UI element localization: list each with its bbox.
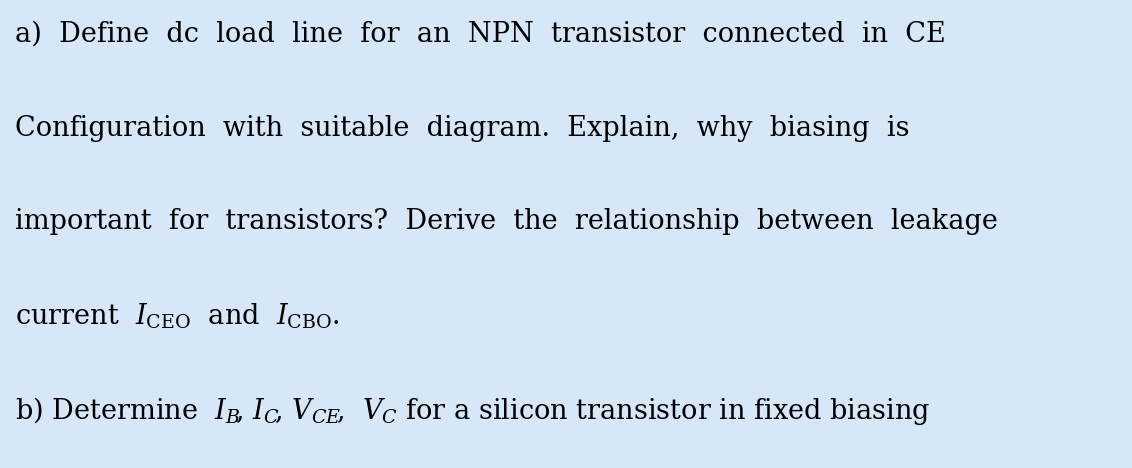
Text: important  for  transistors?  Derive  the  relationship  between  leakage: important for transistors? Derive the re… (15, 208, 997, 235)
Text: a)  Define  dc  load  line  for  an  NPN  transistor  connected  in  CE: a) Define dc load line for an NPN transi… (15, 21, 945, 48)
Text: b) Determine  $I_{B}\!$, $I_{C}\!$, $V_{CE}\!$,  $V_{C}$ for a silicon transisto: b) Determine $I_{B}\!$, $I_{C}\!$, $V_{C… (15, 395, 931, 427)
Text: current  $I_{\mathrm{CEO}}$  and  $I_{\mathrm{CBO}}$.: current $I_{\mathrm{CEO}}$ and $I_{\math… (15, 302, 340, 331)
Text: Configuration  with  suitable  diagram.  Explain,  why  biasing  is: Configuration with suitable diagram. Exp… (15, 115, 909, 142)
